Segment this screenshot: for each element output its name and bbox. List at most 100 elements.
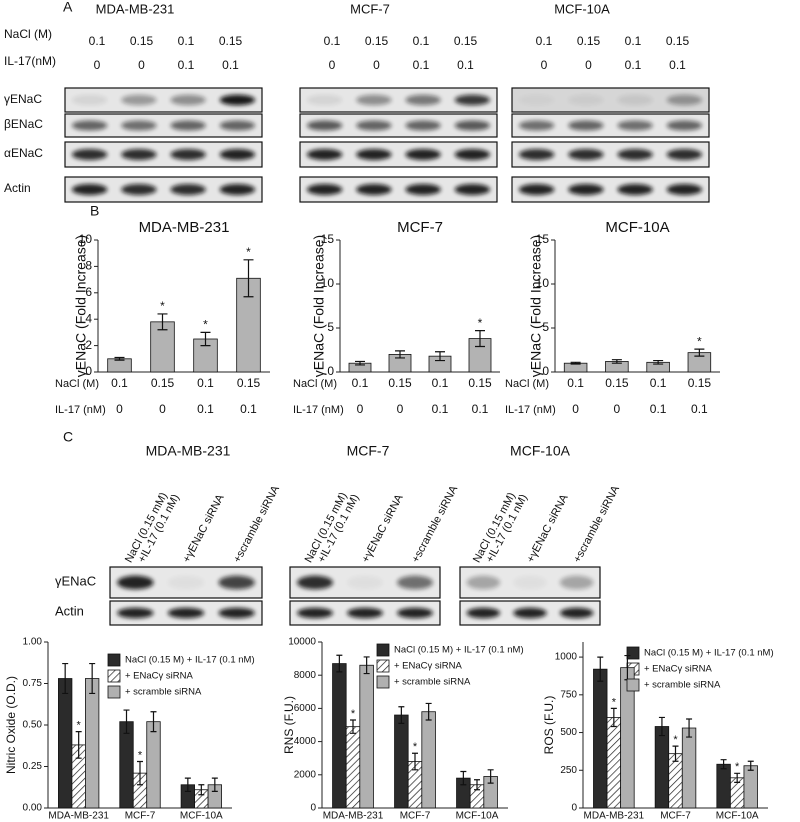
condition: 0.15 bbox=[130, 34, 154, 48]
bar bbox=[668, 753, 683, 809]
condition: 0.1 bbox=[324, 34, 341, 48]
error-bar bbox=[435, 351, 445, 362]
band bbox=[559, 607, 594, 619]
band bbox=[513, 575, 547, 590]
significance: * bbox=[735, 761, 740, 773]
legend-label: + ENaCγ siRNA bbox=[394, 661, 462, 672]
band bbox=[466, 575, 501, 590]
legend-label: NaCl (0.15 M) + IL-17 (0.1 nM) bbox=[394, 645, 524, 656]
band bbox=[518, 149, 555, 160]
condition: 0.1 bbox=[240, 402, 257, 416]
condition: 0.1 bbox=[457, 58, 474, 72]
y-tick-label: 1.00 bbox=[23, 637, 43, 648]
error-bar bbox=[475, 330, 485, 348]
significance: * bbox=[246, 245, 251, 259]
band bbox=[347, 607, 383, 619]
band bbox=[405, 184, 441, 195]
condition: 0.1 bbox=[111, 376, 128, 390]
significance: * bbox=[77, 720, 82, 732]
legend-label: NaCl (0.15 M) + IL-17 (0.1 nM) bbox=[644, 648, 774, 659]
condition: 0 bbox=[541, 58, 548, 72]
condition-label: NaCl (M) bbox=[505, 378, 549, 390]
condition: 0.15 bbox=[219, 34, 243, 48]
y-tick-label: 15 bbox=[536, 232, 550, 246]
condition: 0 bbox=[138, 58, 145, 72]
band bbox=[666, 149, 703, 160]
error-bar bbox=[243, 259, 254, 298]
band bbox=[454, 149, 491, 160]
band bbox=[666, 184, 703, 195]
band bbox=[356, 94, 392, 106]
band-label: γENaC bbox=[4, 92, 42, 106]
chart-title: MDA-MB-231 bbox=[139, 219, 230, 236]
condition: 0.1 bbox=[432, 402, 449, 416]
group-title: MCF-7 bbox=[347, 443, 390, 459]
y-axis-label: γENaC (Fold Increase) bbox=[73, 235, 89, 377]
condition: 0 bbox=[585, 58, 592, 72]
blot bbox=[299, 113, 498, 138]
band-label: αENaC bbox=[4, 146, 43, 160]
band bbox=[297, 575, 333, 590]
band bbox=[121, 184, 157, 195]
significance: * bbox=[138, 749, 143, 761]
bar bbox=[58, 678, 73, 809]
legend-swatch bbox=[376, 659, 390, 673]
condition: 0 bbox=[94, 58, 101, 72]
x-tick-label: MCF-10A bbox=[456, 811, 499, 822]
error-bar bbox=[570, 361, 581, 365]
band bbox=[559, 575, 594, 590]
bar bbox=[716, 763, 731, 809]
x-tick-label: MDA-MB-231 bbox=[48, 811, 109, 822]
significance: * bbox=[203, 318, 208, 332]
legend-label: + scramble siRNA bbox=[125, 687, 202, 698]
band bbox=[518, 120, 555, 131]
error-bar bbox=[610, 707, 617, 728]
band bbox=[568, 94, 604, 106]
band bbox=[454, 94, 491, 106]
condition: 0.15 bbox=[577, 34, 601, 48]
condition: 0.1 bbox=[432, 376, 449, 390]
significance: * bbox=[160, 299, 165, 313]
error-bar bbox=[355, 360, 365, 366]
y-tick-label: 0 bbox=[542, 364, 549, 378]
band bbox=[218, 607, 255, 619]
blot bbox=[64, 113, 263, 138]
band bbox=[170, 120, 206, 131]
band bbox=[167, 607, 205, 619]
group-title: MCF-10A bbox=[510, 443, 571, 459]
band bbox=[71, 149, 108, 160]
error-bar bbox=[653, 359, 664, 365]
bar bbox=[394, 714, 409, 809]
band bbox=[356, 184, 392, 195]
band bbox=[121, 94, 157, 106]
y-tick-label: 0.75 bbox=[23, 678, 43, 689]
error-bar bbox=[398, 706, 405, 724]
band bbox=[454, 120, 491, 131]
y-tick-label: 15 bbox=[321, 232, 335, 246]
band bbox=[219, 120, 256, 131]
condition: 0.1 bbox=[536, 34, 553, 48]
band bbox=[666, 120, 703, 131]
condition: 0.15 bbox=[605, 376, 629, 390]
y-tick-label: 500 bbox=[560, 727, 577, 738]
band bbox=[405, 94, 441, 106]
band bbox=[513, 607, 547, 619]
y-axis-label: Nitric Oxide (O.D.) bbox=[4, 676, 18, 774]
condition: 0 bbox=[357, 402, 364, 416]
band bbox=[170, 94, 206, 106]
x-tick-label: MDA-MB-231 bbox=[323, 811, 384, 822]
band bbox=[117, 607, 154, 619]
y-tick-label: 6 bbox=[85, 285, 92, 299]
y-tick-label: 8 bbox=[85, 259, 92, 273]
band bbox=[617, 149, 653, 160]
error-bar bbox=[611, 359, 622, 364]
y-tick-label: 5 bbox=[542, 320, 549, 334]
x-tick-label: MCF-7 bbox=[660, 811, 691, 822]
band-label: Actin bbox=[55, 603, 84, 618]
band bbox=[71, 94, 108, 106]
band bbox=[397, 575, 433, 590]
bar bbox=[654, 726, 670, 809]
y-tick-label: 10 bbox=[321, 276, 335, 290]
group-title: MCF-7 bbox=[350, 1, 390, 16]
y-tick-label: 0.25 bbox=[23, 761, 43, 772]
